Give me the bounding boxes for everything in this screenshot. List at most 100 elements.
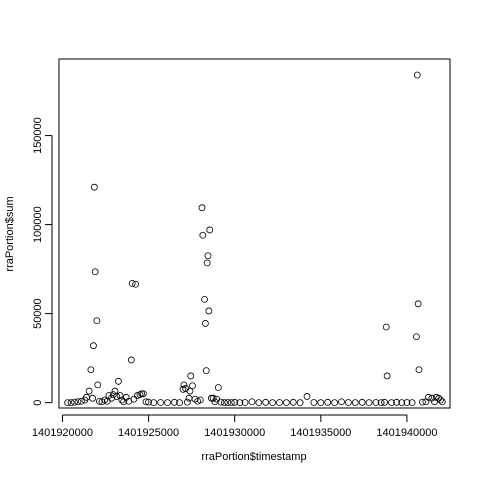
data-point: [198, 204, 206, 212]
y-axis: 0 50000 100000 150000: [32, 117, 53, 406]
data-point: [231, 398, 239, 406]
data-point: [431, 398, 438, 406]
data-point: [180, 381, 188, 389]
y-tick-label: 150000: [32, 117, 44, 154]
x-tick-label: 1401920000: [32, 427, 93, 439]
data-point: [422, 398, 430, 406]
data-point: [71, 398, 78, 406]
data-point: [383, 372, 391, 380]
data-point: [202, 367, 210, 375]
data-point: [64, 399, 72, 407]
data-point: [338, 398, 345, 406]
data-point: [262, 398, 270, 406]
data-point: [164, 399, 171, 407]
data-point: [317, 399, 325, 407]
x-tick-label: 1401935000: [290, 427, 351, 439]
data-point: [413, 333, 420, 341]
data-point: [140, 390, 147, 398]
data-point: [241, 399, 249, 406]
data-point: [438, 398, 446, 406]
data-point: [220, 399, 228, 407]
data-point: [91, 268, 99, 276]
data-point: [419, 398, 426, 406]
data-point: [324, 398, 332, 406]
data-point: [183, 398, 191, 406]
data-point: [189, 382, 196, 390]
data-point: [236, 399, 244, 407]
data-point: [196, 396, 204, 404]
data-point: [331, 399, 338, 407]
data-point: [248, 398, 256, 406]
data-point: [437, 396, 444, 404]
data-point: [372, 399, 380, 406]
data-point: [382, 323, 390, 331]
data-point: [388, 399, 395, 407]
data-point: [393, 398, 401, 406]
data-point: [289, 398, 297, 406]
data-point: [204, 252, 212, 260]
data-point: [171, 398, 178, 406]
data-point: [403, 399, 411, 406]
data-point: [224, 399, 232, 406]
data-point: [344, 399, 352, 406]
data-point: [87, 366, 95, 374]
data-point: [227, 399, 235, 407]
data-point: [138, 390, 146, 398]
data-point: [214, 384, 222, 391]
data-point: [365, 399, 373, 407]
data-point: [398, 399, 406, 407]
data-point: [77, 397, 85, 405]
data-point: [217, 398, 225, 406]
data-point: [202, 320, 209, 327]
data-point: [303, 393, 311, 400]
data-point: [130, 395, 138, 403]
data-point: [310, 399, 318, 406]
y-tick-label: 100000: [32, 206, 44, 243]
data-point: [116, 392, 124, 399]
data-point: [255, 399, 263, 407]
x-axis-title: rraPortion$timestamp: [201, 451, 306, 463]
data-point: [377, 399, 385, 407]
y-axis-title: rraPortion$sum: [4, 196, 16, 271]
data-point: [94, 381, 102, 389]
data-point: [208, 394, 215, 402]
data-point: [67, 399, 75, 407]
x-tick-label: 1401940000: [376, 427, 437, 439]
data-point: [113, 393, 121, 400]
data-point: [127, 356, 135, 364]
y-tick-label: 50000: [32, 298, 44, 329]
data-point: [209, 394, 217, 402]
data-point: [201, 295, 208, 303]
data-point: [142, 398, 150, 406]
data-point: [415, 366, 423, 374]
data-point: [408, 399, 416, 407]
data-point: [115, 377, 122, 385]
data-point: [351, 399, 359, 407]
data-point: [282, 399, 290, 407]
data-point: [185, 394, 193, 402]
data-points: [64, 71, 446, 407]
data-point: [186, 387, 194, 395]
data-point: [414, 300, 422, 308]
data-point: [176, 399, 183, 407]
data-point: [90, 183, 98, 191]
data-point: [435, 394, 443, 402]
x-tick-label: 1401925000: [118, 427, 179, 439]
x-axis: 1401920000 1401925000 1401930000 1401935000…: [32, 414, 438, 439]
data-point: [206, 226, 214, 234]
data-point: [74, 398, 82, 406]
x-tick-label: 1401930000: [204, 427, 265, 439]
y-tick-label: 0: [32, 400, 44, 406]
plot-frame: [58, 58, 451, 409]
data-point: [203, 259, 211, 267]
data-point: [296, 399, 304, 407]
data-point: [413, 71, 421, 79]
data-point: [89, 394, 96, 402]
data-point: [157, 399, 165, 406]
data-point: [425, 393, 432, 401]
data-point: [276, 399, 283, 406]
data-point: [90, 342, 97, 350]
data-point: [187, 372, 195, 380]
data-point: [269, 399, 276, 407]
